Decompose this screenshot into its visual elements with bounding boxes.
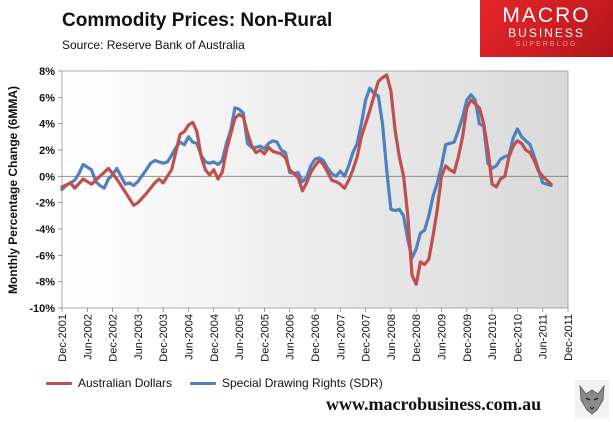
chart-title: Commodity Prices: Non-Rural (62, 10, 333, 31)
line-chart: -10% -8% -6% -4% -2% 0% 2% 4% 6% 8% Dec-2001 Jun-2… (6, 66, 575, 362)
logo-line-business: BUSINESS (508, 26, 585, 40)
y-tick-label: -4% (35, 224, 55, 236)
legend-swatch-sdr (190, 381, 216, 385)
x-tick-label: Dec-2003 (158, 314, 170, 362)
y-tick-label: -6% (35, 250, 55, 262)
series-line-sdr (60, 86, 553, 260)
x-tick-label: Jun-2010 (487, 314, 499, 360)
legend-swatch-aud (46, 381, 72, 385)
y-tick-label: 6% (39, 92, 55, 104)
y-tick-label: 8% (39, 66, 55, 78)
x-tick-label: Jun-2006 (285, 314, 297, 360)
legend-item-sdr: Special Drawing Rights (SDR) (190, 376, 383, 390)
logo-line-superblog: SUPERBLOG (515, 41, 578, 48)
x-tick-label: Dec-2007 (361, 314, 373, 362)
logo-line-macro: MACRO (502, 4, 591, 27)
y-axis-label: Monthly Percentage Change (6MMA) (6, 86, 20, 294)
x-tick-label: Jun-2005 (234, 314, 246, 360)
chart-source: Source: Reserve Bank of Australia (62, 38, 245, 52)
y-tick-label: 2% (39, 145, 55, 157)
y-tick-label: -10% (29, 303, 55, 315)
x-tick-label: Jun-2003 (133, 314, 145, 360)
y-tick-label: -2% (35, 198, 55, 210)
legend-label-aud: Australian Dollars (78, 376, 173, 390)
x-tick-label: Jun-2002 (82, 314, 94, 360)
y-tick-label: 4% (39, 119, 55, 131)
legend-item-aud: Australian Dollars (46, 376, 172, 390)
y-tick-label: -8% (35, 277, 55, 289)
x-tick-label: Jun-2008 (386, 314, 398, 360)
series-line-aud (60, 73, 553, 286)
plot-area (61, 70, 569, 309)
x-tick-label: Dec-2009 (462, 314, 474, 362)
wolf-mascot-icon (575, 380, 609, 418)
legend-label-sdr: Special Drawing Rights (SDR) (222, 376, 383, 390)
x-tick-label: Dec-2008 (411, 314, 423, 362)
x-tick-label: Dec-2004 (209, 314, 221, 362)
x-tick-label: Jun-2007 (335, 314, 347, 360)
x-tick-label: Dec-2005 (259, 314, 271, 362)
y-tick-label: 0% (39, 171, 55, 183)
x-tick-label: Jun-2011 (538, 314, 550, 359)
x-tick-label: Dec-2006 (310, 314, 322, 362)
x-tick-label: Dec-2010 (512, 314, 524, 362)
x-tick-label: Dec-2001 (57, 314, 69, 362)
x-tick-label: Jun-2009 (437, 314, 449, 360)
website-url: www.macrobusiness.com.au (326, 394, 542, 414)
x-tick-label: Dec-2002 (108, 314, 120, 362)
x-tick-label: Jun-2004 (184, 314, 196, 360)
x-tick-label: Dec-2011 (563, 314, 575, 361)
macrobusiness-logo: MACRO BUSINESS SUPERBLOG (480, 0, 613, 57)
